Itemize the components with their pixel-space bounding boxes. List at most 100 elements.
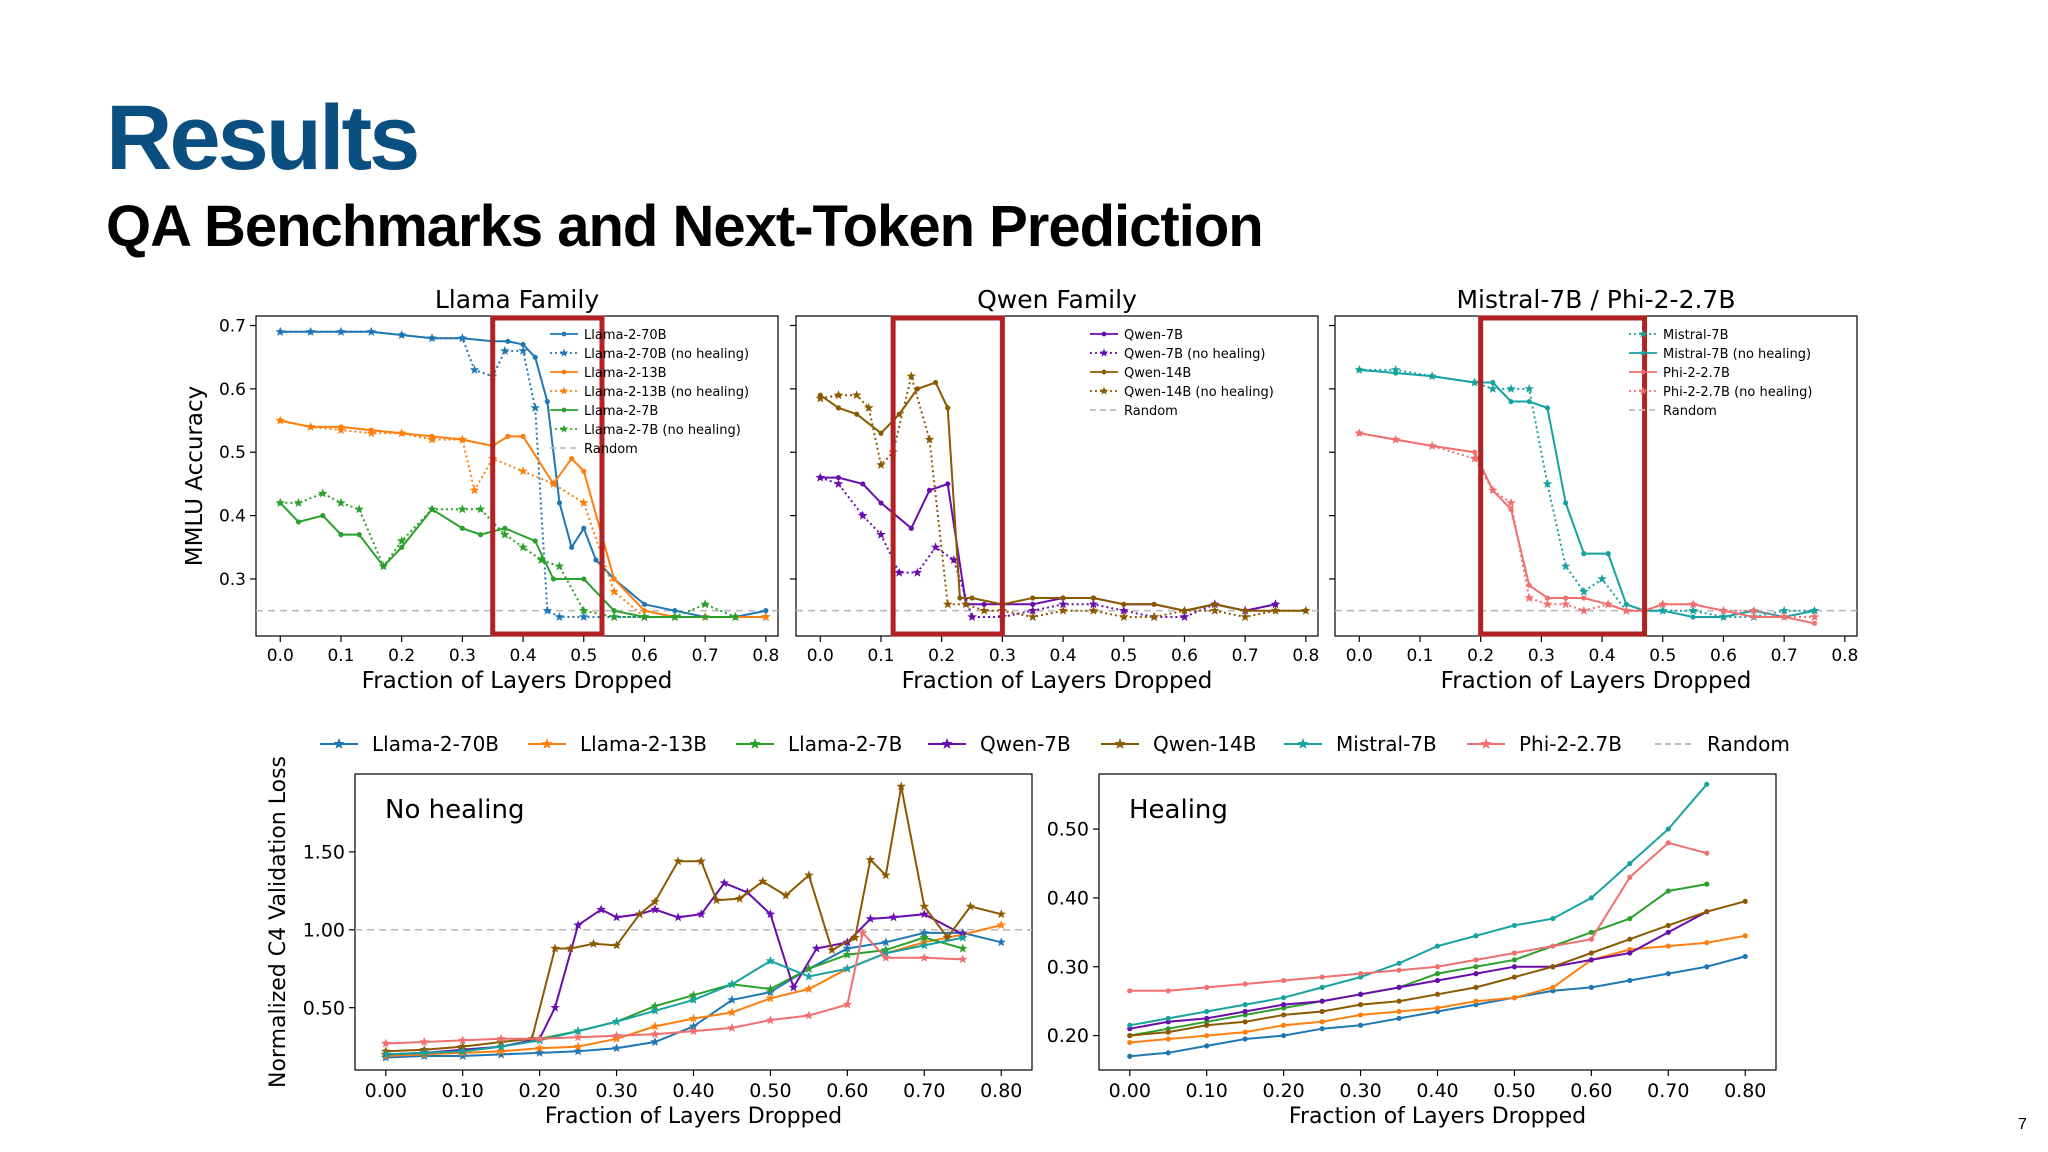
x-axis-label: Fraction of Layers Dropped <box>1441 668 1752 694</box>
data-point-qwen-7b <box>1665 929 1671 935</box>
page-number: 7 <box>2018 1116 2027 1133</box>
data-point-mistral-7b-no-healing <box>1688 605 1698 615</box>
data-point-qwen-7b <box>981 601 987 607</box>
series-line-llama-2-7b <box>1129 883 1707 1037</box>
data-point-qwen-7b-no-healing <box>930 542 941 552</box>
data-point-phi-2-2-7b <box>1581 595 1587 601</box>
y-axis-label: MMLU Accuracy <box>182 386 208 567</box>
data-point-phi-2-2-7b <box>765 1015 776 1025</box>
data-point-phi-2-2-7b <box>1434 964 1441 970</box>
y-tick-label: 0.6 <box>219 380 246 400</box>
data-point-llama-2-13b <box>1550 984 1556 990</box>
legend-label: Qwen-14B <box>1124 366 1191 381</box>
data-point-llama-2-70b <box>573 1046 583 1056</box>
data-point-qwen-7b <box>1588 957 1594 963</box>
data-point-qwen-14b-no-healing <box>833 390 844 400</box>
y-tick-label: 0.4 <box>219 507 246 527</box>
data-point-qwen-7b-no-healing <box>833 478 844 488</box>
data-point-qwen-14b <box>1151 601 1157 607</box>
legend-label: Random <box>584 442 638 457</box>
data-point-mistral-7b-no-healing <box>1469 377 1480 387</box>
data-point-qwen-7b <box>550 1002 560 1012</box>
chart-title: Qwen Family <box>977 285 1137 314</box>
data-point-mistral-7b <box>1511 922 1518 929</box>
x-tick-label: 0.0 <box>267 646 294 666</box>
data-point-mistral-7b <box>1605 551 1611 557</box>
data-point-llama-2-13b <box>611 576 617 582</box>
data-point-llama-2-7b-no-healing <box>396 536 407 545</box>
legend-label: Mistral-7B <box>1336 732 1437 756</box>
data-point-qwen-14b-no-healing <box>1210 605 1220 615</box>
data-point-mistral-7b <box>381 1049 391 1059</box>
data-point-mistral-7b <box>457 1046 468 1056</box>
data-point-qwen-14b <box>673 856 683 866</box>
data-point-llama-2-7b <box>1627 915 1633 922</box>
x-tick-label: 0.5 <box>1649 646 1676 666</box>
data-point-llama-2-7b <box>295 519 302 525</box>
plot-area <box>1127 781 1748 1059</box>
data-point-llama-2-13b <box>1434 1005 1441 1011</box>
data-point-mistral-7b <box>1204 1008 1210 1015</box>
data-point-llama-2-70b <box>688 1021 699 1031</box>
x-tick-label: 0.10 <box>1186 1080 1228 1102</box>
data-point-qwen-14b <box>1396 998 1402 1004</box>
data-point-qwen-7b <box>878 500 884 506</box>
data-point-qwen-14b <box>965 901 976 911</box>
data-point-llama-2-13b <box>1242 1029 1248 1035</box>
data-point-llama-2-70b <box>544 398 550 405</box>
data-point-llama-2-70b <box>1396 1015 1402 1021</box>
data-point-llama-2-7b-no-healing <box>336 497 346 507</box>
y-tick-label: 0.20 <box>1047 1025 1089 1047</box>
x-tick-label: 0.70 <box>1647 1080 1689 1102</box>
data-point-mistral-7b-no-healing <box>1597 574 1607 583</box>
x-tick-label: 0.4 <box>510 646 537 666</box>
data-point-llama-2-13b <box>1127 1039 1133 1046</box>
data-point-llama-2-13b <box>569 455 575 462</box>
y-tick-label: 0.50 <box>1047 819 1089 841</box>
data-point-llama-2-70b <box>1165 1050 1171 1056</box>
x-tick-label: 0.2 <box>1467 646 1494 666</box>
data-point-mistral-7b <box>1434 943 1441 949</box>
data-point-qwen-14b <box>1357 1002 1364 1008</box>
data-point-phi-2-2-7b <box>573 1032 583 1042</box>
data-point-qwen-14b <box>1511 974 1518 980</box>
data-point-llama-2-13b <box>804 984 814 993</box>
data-point-qwen-14b <box>1165 1029 1171 1035</box>
series-line-phi-2-2-7b <box>1129 841 1708 992</box>
data-point-mistral-7b-no-healing <box>1354 364 1364 374</box>
x-tick-label: 0.7 <box>1771 646 1798 666</box>
x-tick-label: 0.5 <box>1110 646 1137 666</box>
data-point-mistral-7b <box>1704 781 1710 787</box>
data-point-mistral-7b <box>1165 1015 1171 1021</box>
x-tick-label: 0.30 <box>595 1080 637 1102</box>
data-point-qwen-7b-no-healing <box>912 567 923 577</box>
highlight-box <box>890 315 1005 637</box>
data-point-llama-2-7b <box>550 576 557 582</box>
data-point-llama-2-70b-no-healing <box>275 326 285 336</box>
data-point-llama-2-7b <box>502 525 508 531</box>
data-point-phi-2-2-7b-no-healing <box>1603 599 1613 609</box>
data-point-qwen-14b <box>827 945 837 955</box>
data-point-phi-2-2-7b <box>1544 595 1551 601</box>
data-point-qwen-14b <box>945 405 951 411</box>
plot-area <box>1335 364 1857 626</box>
x-tick-label: 0.10 <box>442 1080 484 1102</box>
data-point-phi-2-2-7b <box>1473 957 1479 963</box>
x-axis-label: Fraction of Layers Dropped <box>902 668 1213 694</box>
x-axis-label: Fraction of Layers Dropped <box>1289 1104 1586 1129</box>
data-point-phi-2-2-7b-no-healing <box>1621 605 1632 615</box>
data-point-llama-2-7b-no-healing <box>554 561 565 571</box>
data-point-phi-2-2-7b <box>1811 620 1818 626</box>
data-point-qwen-7b <box>596 904 606 914</box>
data-point-qwen-14b <box>835 405 842 411</box>
data-point-phi-2-2-7b <box>727 1022 737 1032</box>
data-point-qwen-7b <box>765 909 776 919</box>
data-point-phi-2-2-7b-no-healing <box>1506 497 1516 507</box>
data-point-phi-2-2-7b <box>1627 874 1633 880</box>
data-point-phi-2-2-7b <box>881 952 891 962</box>
legend-marker <box>333 738 345 749</box>
data-point-phi-2-2-7b-no-healing <box>1524 593 1534 602</box>
x-tick-label: 0.6 <box>1171 646 1198 666</box>
data-point-llama-2-70b <box>505 338 511 344</box>
